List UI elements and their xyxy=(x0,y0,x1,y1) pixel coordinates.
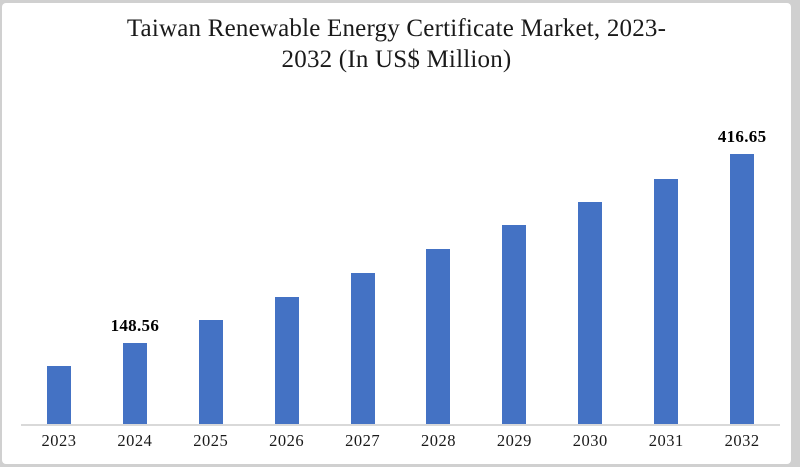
chart-title: Taiwan Renewable Energy Certificate Mark… xyxy=(2,13,791,75)
data-label-2032: 416.65 xyxy=(717,127,767,146)
x-tick-2030: 2030 xyxy=(572,431,608,450)
bar-2029 xyxy=(502,225,527,424)
bar-slot-2025 xyxy=(173,131,249,424)
bar-2023 xyxy=(46,366,71,424)
x-tick-2028: 2028 xyxy=(420,431,456,450)
x-tick-2032: 2032 xyxy=(724,431,760,450)
chart-title-line-1: Taiwan Renewable Energy Certificate Mark… xyxy=(126,15,667,42)
bar-slot-2023 xyxy=(21,131,97,424)
x-tick-2029: 2029 xyxy=(496,431,532,450)
bar-slot-2028 xyxy=(401,131,477,424)
bar-slot-2030 xyxy=(552,131,628,424)
bar-2024 xyxy=(122,343,147,424)
bar-slot-2029 xyxy=(476,131,552,424)
bar-2028 xyxy=(426,249,451,424)
x-tick-2025: 2025 xyxy=(193,431,229,450)
bar-slot-2031 xyxy=(628,131,704,424)
x-tick-2026: 2026 xyxy=(269,431,305,450)
x-tick-2027: 2027 xyxy=(345,431,381,450)
bar-2030 xyxy=(578,202,603,424)
bar-2025 xyxy=(198,320,223,424)
bar-2032 xyxy=(730,154,755,424)
bar-2026 xyxy=(274,297,299,424)
x-axis-line xyxy=(21,424,780,426)
chart-card: Taiwan Renewable Energy Certificate Mark… xyxy=(2,3,791,464)
bar-slot-2027 xyxy=(325,131,401,424)
x-tick-2024: 2024 xyxy=(117,431,153,450)
bar-slot-2026 xyxy=(249,131,325,424)
x-axis-labels: 2023 2024 2025 2026 2027 2028 2029 2030 2031 2032 xyxy=(21,431,780,451)
data-label-2024: 148.56 xyxy=(110,316,160,335)
bar-slot-2032: 416.65 xyxy=(704,127,780,424)
x-tick-2023: 2023 xyxy=(41,431,77,450)
chart-title-line-2: 2032 (In US$ Million) xyxy=(281,46,512,73)
bar-2031 xyxy=(654,179,679,424)
bar-slot-2024: 148.56 xyxy=(97,131,173,424)
bar-2027 xyxy=(350,273,375,424)
plot-area: 148.56 416.65 xyxy=(21,127,780,424)
x-tick-2031: 2031 xyxy=(648,431,684,450)
